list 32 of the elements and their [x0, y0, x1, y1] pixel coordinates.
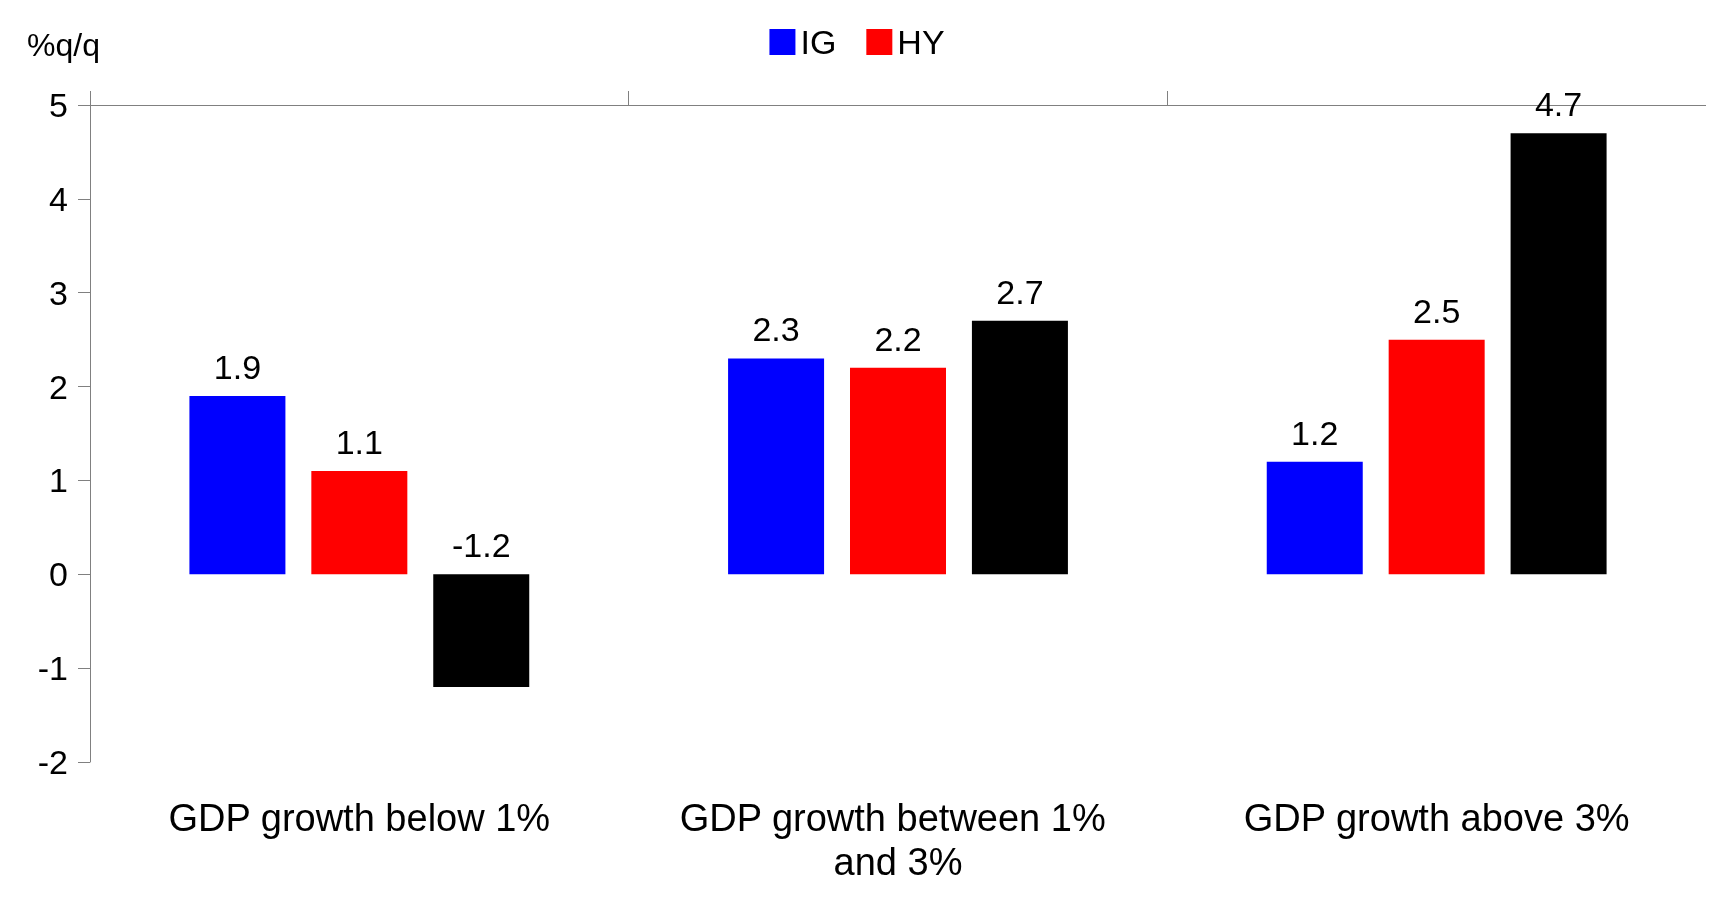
bar [433, 574, 530, 687]
y-axis-title: %q/q [27, 27, 100, 63]
bar [971, 320, 1068, 575]
x-tick-label: GDP growth above 3% [1243, 797, 1630, 839]
x-tick-label: GDP growth between 1% and 3% [679, 797, 1117, 883]
legend-label: IG [800, 23, 837, 61]
bar [1266, 461, 1363, 575]
data-label: 2.3 [752, 310, 800, 349]
data-label: 1.2 [1291, 413, 1339, 452]
y-tick-label: 5 [49, 86, 68, 124]
y-tick-label: 4 [49, 179, 68, 218]
bar [1388, 339, 1485, 575]
bar [189, 395, 286, 575]
bar [850, 367, 946, 575]
y-tick-label: 0 [49, 555, 68, 594]
x-tick-label: GDP growth below 1% [168, 797, 551, 839]
data-label: -1.2 [451, 526, 511, 565]
bar [311, 471, 408, 575]
y-tick-label: -2 [37, 743, 68, 781]
data-label: 1.9 [213, 347, 262, 386]
y-tick-label: 2 [49, 367, 68, 406]
legend-label: HY [897, 23, 945, 61]
bar [728, 358, 825, 575]
data-label: 1.1 [335, 423, 383, 462]
data-label: 2.5 [1413, 291, 1461, 330]
bar [1510, 133, 1607, 575]
y-tick-label: 3 [49, 273, 68, 312]
data-label: 2.2 [874, 319, 922, 358]
y-tick-label: 1 [49, 461, 68, 500]
data-label: 4.7 [1534, 85, 1583, 124]
y-tick-label: -1 [37, 649, 68, 688]
data-label: 2.7 [996, 272, 1044, 311]
